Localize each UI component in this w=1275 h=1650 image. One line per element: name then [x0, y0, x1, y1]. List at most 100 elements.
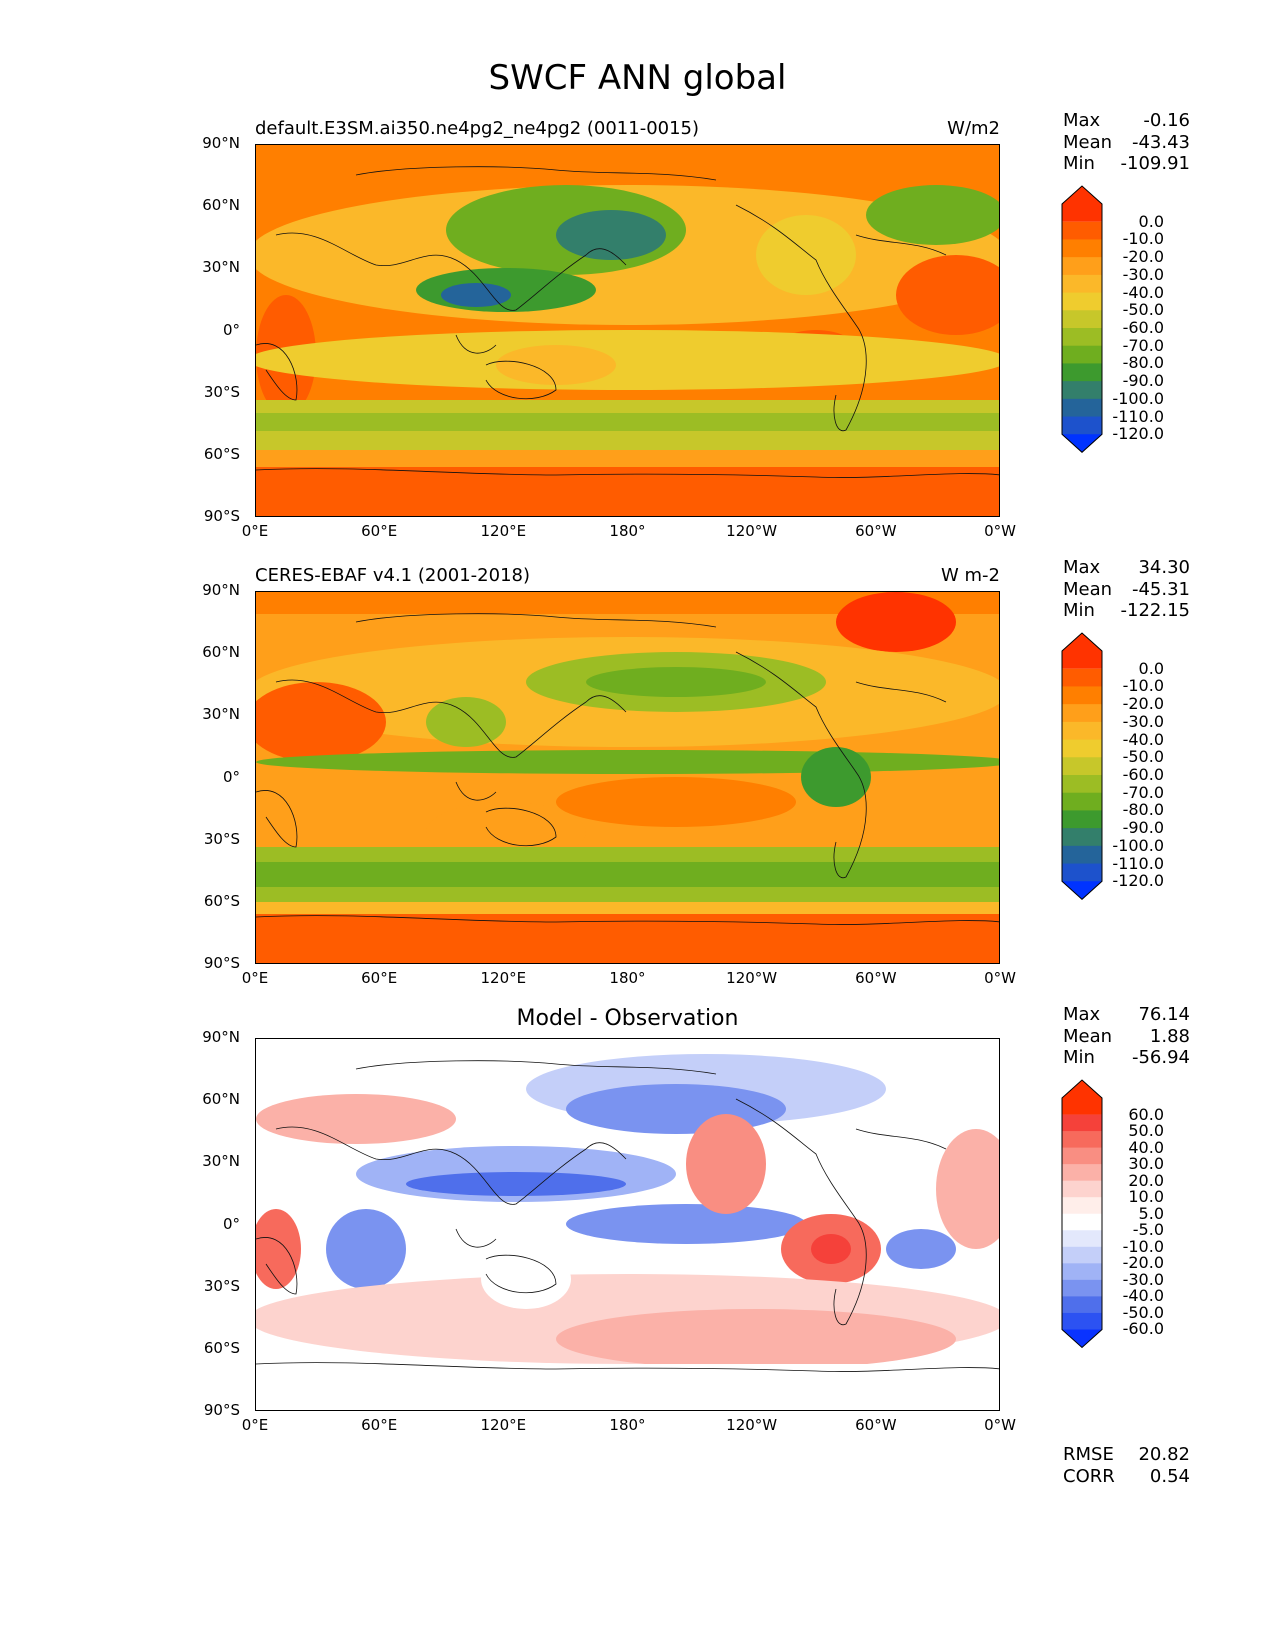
colorbar-swatch	[1062, 292, 1102, 311]
colorbar-swatch	[1062, 1080, 1102, 1115]
colorbar-swatch	[1062, 828, 1102, 847]
coastline	[455, 334, 497, 354]
latitude-tick-label: 90°S	[203, 1401, 240, 1419]
stat-min-value: -56.94	[1131, 1047, 1190, 1068]
longitude-tick-label: 60°E	[361, 1416, 398, 1434]
latitude-tick-label: 60°S	[203, 1338, 240, 1357]
latitude-tick-label: 60°S	[203, 891, 240, 910]
field-contour	[256, 145, 999, 163]
colorbar-swatch	[1062, 721, 1102, 741]
colorbar-swatch	[1062, 186, 1102, 222]
colorbar	[1061, 632, 1103, 900]
coastline	[855, 1128, 947, 1150]
stat-mean-value: 1.88	[1149, 1025, 1190, 1047]
latitude-tick-label: 30°N	[202, 705, 240, 724]
field-contour	[256, 1364, 999, 1410]
colorbar-tick-label: -10.0	[1122, 229, 1164, 249]
longitude-tick-label: 120°E	[480, 969, 527, 987]
longitude-tick-label: 180°	[609, 969, 646, 987]
panel-stats: Max 34.30 Mean -45.31 Min -122.15	[1063, 557, 1190, 622]
colorbar-swatch	[1062, 1213, 1102, 1231]
colorbar-swatch	[1062, 1180, 1102, 1198]
colorbar-swatch	[1062, 416, 1102, 435]
field-contour	[441, 283, 511, 307]
colorbar-tick-label: -100.0	[1112, 835, 1164, 855]
field-contour	[566, 1084, 786, 1134]
panel-left-title: default.E3SM.ai350.ne4pg2_ne4pg2 (0011-0…	[255, 118, 700, 139]
rmse-label: RMSE	[1063, 1444, 1114, 1465]
field-contour	[896, 255, 999, 335]
colorbar-swatch	[1062, 1296, 1102, 1314]
colorbar-tick-label: -60.0	[1122, 1319, 1164, 1339]
coastline	[485, 807, 557, 847]
colorbar-swatch	[1062, 1279, 1102, 1297]
colorbar-swatch	[1062, 434, 1102, 453]
latitude-tick-label: 0°	[222, 767, 240, 786]
coastline	[275, 232, 627, 311]
stat-min-value: -109.91	[1120, 153, 1190, 174]
colorbar-tick-label: -100.0	[1112, 388, 1164, 408]
coastline	[275, 679, 627, 758]
panel-stats: Max -0.16 Mean -43.43 Min -109.91	[1063, 110, 1190, 175]
model-panel: default.E3SM.ai350.ne4pg2_ne4pg2 (0011-0…	[0, 110, 1275, 558]
stat-max-label: Max	[1063, 1004, 1101, 1025]
colorbar-tick-label: -110.0	[1112, 406, 1164, 426]
colorbar-swatch	[1062, 792, 1102, 811]
colorbar-swatch	[1062, 381, 1102, 400]
field-contour	[326, 1209, 406, 1289]
colorbar	[1061, 185, 1103, 453]
colorbar-swatch	[1062, 1246, 1102, 1264]
rmse-value: 20.82	[1138, 1444, 1190, 1465]
field-contour	[256, 914, 999, 963]
longitude-tick-label: 0°E	[241, 1416, 269, 1434]
colorbar-swatch	[1062, 221, 1102, 240]
colorbar-swatch	[1062, 239, 1102, 258]
colorbar-tick-label: -10.0	[1122, 676, 1164, 696]
coastline	[256, 1237, 298, 1295]
colorbar-outline	[1061, 632, 1103, 900]
field-contour	[256, 330, 999, 390]
colorbar-swatch	[1062, 1131, 1102, 1149]
model-map	[255, 144, 1000, 517]
stat-mean-label: Mean	[1063, 1025, 1113, 1047]
stat-max-value: 76.14	[1138, 1004, 1190, 1025]
colorbar-tick-label: -120.0	[1112, 871, 1164, 891]
colorbar-tick-label: 40.0	[1128, 1137, 1164, 1157]
colorbar-swatch	[1062, 328, 1102, 347]
stat-mean-label: Mean	[1063, 131, 1113, 153]
stat-mean-value: -45.31	[1131, 578, 1190, 600]
colorbar-tick-label: 30.0	[1128, 1154, 1164, 1174]
colorbar-swatch	[1062, 1197, 1102, 1215]
colorbar-swatch	[1062, 810, 1102, 829]
coastline	[256, 1362, 999, 1372]
field-contour	[256, 592, 999, 614]
colorbar-swatch	[1062, 881, 1102, 900]
coastline	[455, 781, 497, 801]
coastline	[256, 468, 999, 478]
field-contour	[801, 747, 871, 807]
longitude-tick-label: 60°W	[855, 522, 897, 540]
coastline	[256, 915, 999, 925]
longitude-tick-label: 0°W	[984, 1416, 1016, 1434]
field-contour	[756, 215, 856, 295]
coastline	[485, 360, 557, 400]
colorbar-swatch	[1062, 345, 1102, 364]
field-contour	[256, 450, 999, 470]
field-contour	[496, 345, 616, 385]
colorbar-swatch	[1062, 1114, 1102, 1132]
field-contour	[256, 467, 999, 516]
coastline	[735, 204, 867, 432]
colorbar-tick-label: -60.0	[1122, 318, 1164, 337]
field-contour	[686, 1114, 766, 1214]
field-contour	[936, 1129, 999, 1249]
colorbar-swatch	[1062, 704, 1102, 723]
longitude-tick-label: 60°W	[855, 969, 897, 987]
colorbar-swatch	[1062, 845, 1102, 865]
stat-mean-label: Mean	[1063, 578, 1113, 600]
latitude-tick-label: 30°N	[202, 258, 240, 277]
field-contour	[836, 592, 956, 652]
latitude-tick-label: 30°S	[203, 1276, 240, 1295]
coastline	[855, 681, 947, 703]
latitude-tick-label: 30°N	[202, 1152, 240, 1171]
colorbar-tick-label: -20.0	[1122, 694, 1164, 714]
